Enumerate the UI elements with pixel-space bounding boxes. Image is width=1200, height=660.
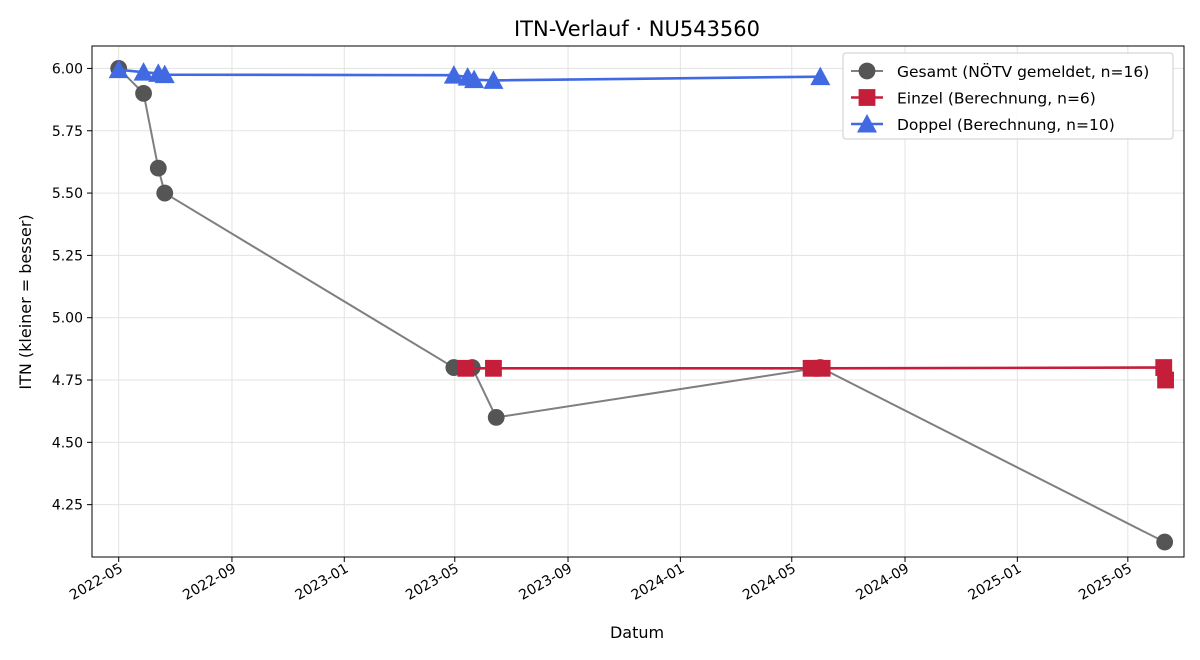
data-point [133,62,154,81]
legend-item: Doppel (Berechnung, n=10) [851,114,1115,134]
y-tick-label: 4.25 [52,498,83,514]
data-point [149,159,167,177]
y-tick-label: 4.75 [52,373,83,389]
data-point [156,184,174,202]
data-point [464,69,485,89]
series-1 [457,359,1174,389]
y-tick-label: 5.25 [52,248,83,264]
legend-box [842,52,1174,140]
y-tick-label: 5.75 [52,124,83,140]
x-axis-label: Datum [610,623,664,642]
legend-label: Einzel (Berechnung, n=6) [897,90,1096,108]
y-tick-label: 6.00 [52,61,83,77]
data-point [1156,533,1174,551]
plot-frame [91,45,1185,558]
y-axis-label: ITN (kleiner = besser) [16,214,35,389]
series-layer [108,59,1174,551]
series-2 [108,59,831,89]
data-point [485,359,502,377]
legend-swatch-marker [858,89,876,106]
legend: Gesamt (NÖTV gemeldet, n=16) Einzel (Bere… [842,52,1174,140]
chart-title: ITN-Verlauf · NU543560 [514,17,760,41]
data-point [135,84,152,102]
legend-label: Gesamt (NÖTV gemeldet, n=16) [897,62,1149,81]
data-point [483,70,504,89]
data-point [154,64,175,84]
y-tick-label: 5.00 [52,311,83,327]
data-point [457,359,475,377]
y-tick-label: 5.50 [52,186,83,202]
data-point [487,409,505,426]
data-point [1157,371,1174,389]
legend-swatch-marker [858,62,876,80]
legend-item: Einzel (Berechnung, n=6) [851,89,1096,108]
legend-swatch-marker [857,114,877,133]
data-point [813,359,831,377]
y-tick-label: 4.50 [52,435,83,451]
data-point [443,65,464,84]
data-point [108,59,129,79]
legend-label: Doppel (Berechnung, n=10) [897,116,1115,134]
y-axis: 4.25 4.50 4.75 5.00 5.25 5.50 5.75 6.00 [52,61,92,514]
legend-item: Gesamt (NÖTV gemeldet, n=16) [851,62,1149,81]
data-point [810,66,831,86]
